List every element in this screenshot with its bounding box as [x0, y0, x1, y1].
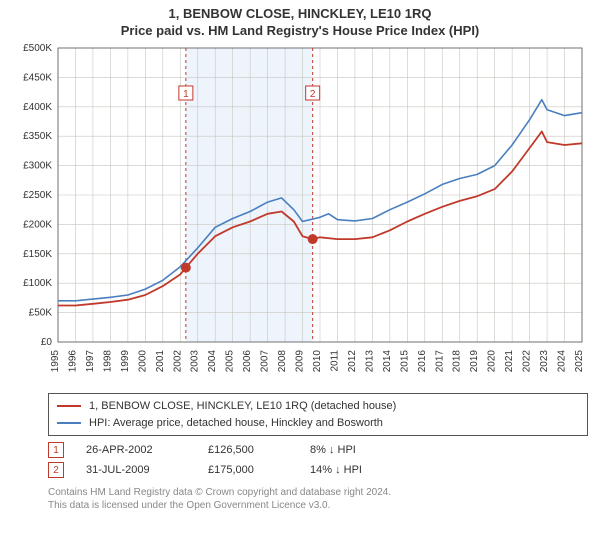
svg-text:2021: 2021 — [504, 350, 515, 373]
svg-text:2003: 2003 — [190, 350, 201, 373]
svg-text:2012: 2012 — [347, 350, 358, 373]
sale-price-2: £175,000 — [208, 464, 288, 476]
sale-marker — [308, 234, 318, 244]
svg-text:2000: 2000 — [137, 350, 148, 373]
svg-text:2007: 2007 — [260, 350, 271, 373]
sale-date-2: 31-JUL-2009 — [86, 464, 186, 476]
sale-markers-table: 1 26-APR-2002 £126,500 8% ↓ HPI 2 31-JUL… — [48, 440, 590, 480]
svg-text:£200K: £200K — [23, 219, 52, 230]
svg-text:2: 2 — [310, 89, 316, 100]
chart-container: £0 £50K £100K £150K £200K £250K £300K £350K £400… — [10, 42, 590, 387]
footnote-line1: Contains HM Land Registry data © Crown c… — [48, 487, 391, 498]
svg-text:1: 1 — [183, 89, 189, 100]
footnote: Contains HM Land Registry data © Crown c… — [48, 486, 588, 512]
svg-text:£100K: £100K — [23, 278, 52, 289]
svg-text:2024: 2024 — [557, 350, 568, 373]
svg-text:2022: 2022 — [522, 350, 533, 373]
legend-swatch-hpi — [57, 422, 81, 424]
sale-box-1: 1 — [48, 442, 64, 458]
svg-text:2009: 2009 — [295, 350, 306, 373]
sale-delta-2: 14% ↓ HPI — [310, 464, 362, 476]
svg-text:2015: 2015 — [399, 350, 410, 373]
svg-text:£250K: £250K — [23, 190, 52, 201]
legend-row-hpi: HPI: Average price, detached house, Hinc… — [57, 415, 579, 432]
svg-text:2013: 2013 — [364, 350, 375, 373]
svg-text:2011: 2011 — [329, 350, 340, 372]
sale-box-2: 2 — [48, 462, 64, 478]
footnote-line2: This data is licensed under the Open Gov… — [48, 500, 330, 511]
svg-text:2020: 2020 — [487, 350, 498, 373]
svg-text:1998: 1998 — [102, 350, 113, 373]
legend-label-hpi: HPI: Average price, detached house, Hinc… — [89, 415, 383, 432]
svg-text:1995: 1995 — [50, 350, 61, 373]
svg-text:2017: 2017 — [434, 350, 445, 373]
svg-text:1996: 1996 — [67, 350, 78, 373]
svg-text:£50K: £50K — [29, 308, 53, 319]
svg-text:£400K: £400K — [23, 102, 52, 113]
svg-text:£300K: £300K — [23, 161, 52, 172]
svg-text:£500K: £500K — [23, 43, 52, 54]
svg-text:2008: 2008 — [277, 350, 288, 373]
sale-row-2: 2 31-JUL-2009 £175,000 14% ↓ HPI — [48, 460, 590, 480]
page-subtitle: Price paid vs. HM Land Registry's House … — [10, 23, 590, 38]
svg-text:£0: £0 — [41, 337, 53, 348]
sale-row-1: 1 26-APR-2002 £126,500 8% ↓ HPI — [48, 440, 590, 460]
price-chart: £0 £50K £100K £150K £200K £250K £300K £350K £400… — [10, 42, 590, 382]
sale-date-1: 26-APR-2002 — [86, 444, 186, 456]
svg-text:1999: 1999 — [120, 350, 131, 373]
svg-text:2019: 2019 — [469, 350, 480, 373]
sale-marker — [181, 263, 191, 273]
svg-text:2005: 2005 — [225, 350, 236, 373]
sale-price-1: £126,500 — [208, 444, 288, 456]
svg-text:£350K: £350K — [23, 131, 52, 142]
svg-text:2010: 2010 — [312, 350, 323, 373]
sale-delta-1: 8% ↓ HPI — [310, 444, 356, 456]
svg-text:2002: 2002 — [172, 350, 183, 373]
legend-label-property: 1, BENBOW CLOSE, HINCKLEY, LE10 1RQ (det… — [89, 398, 396, 415]
svg-text:2018: 2018 — [452, 350, 463, 373]
svg-text:2023: 2023 — [539, 350, 550, 373]
svg-text:2004: 2004 — [207, 350, 218, 373]
legend-swatch-property — [57, 405, 81, 407]
legend-box: 1, BENBOW CLOSE, HINCKLEY, LE10 1RQ (det… — [48, 393, 588, 436]
legend-row-property: 1, BENBOW CLOSE, HINCKLEY, LE10 1RQ (det… — [57, 398, 579, 415]
svg-text:2001: 2001 — [155, 350, 166, 373]
svg-text:1997: 1997 — [85, 350, 96, 373]
svg-text:£150K: £150K — [23, 249, 52, 260]
svg-text:2016: 2016 — [417, 350, 428, 373]
svg-text:2006: 2006 — [242, 350, 253, 373]
svg-text:£450K: £450K — [23, 72, 52, 83]
page-title: 1, BENBOW CLOSE, HINCKLEY, LE10 1RQ — [10, 6, 590, 21]
svg-text:2014: 2014 — [382, 350, 393, 373]
svg-text:2025: 2025 — [574, 350, 585, 373]
